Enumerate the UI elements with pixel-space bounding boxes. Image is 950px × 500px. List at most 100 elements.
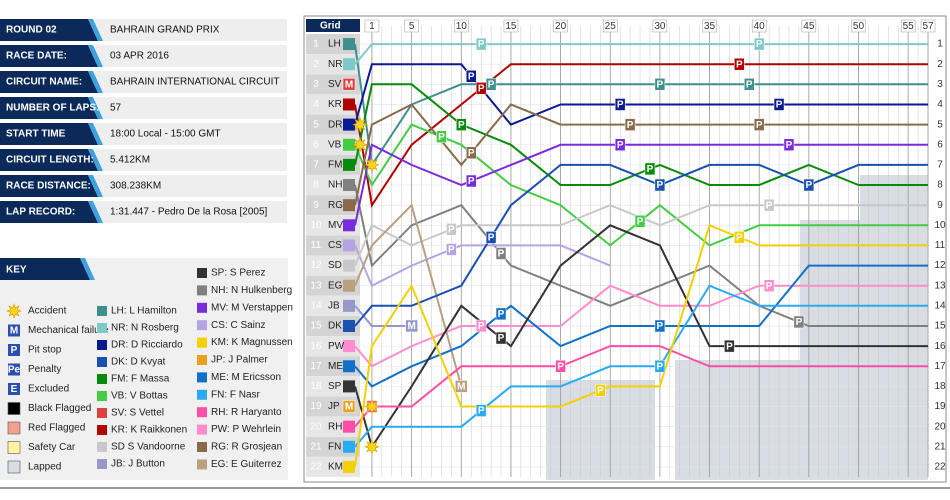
failure-marker-text: M [457, 382, 465, 393]
y-tick-label: 17 [310, 361, 322, 372]
label-box [0, 149, 98, 171]
x-tick-label: 50 [853, 21, 865, 32]
pit-marker-text: P [597, 386, 604, 397]
grid-swatch [343, 380, 355, 393]
y-tick-label: 9 [313, 200, 319, 211]
pit-marker [654, 78, 666, 91]
position-line [354, 305, 412, 327]
key-panel [0, 258, 288, 480]
pit-marker-text: P [756, 39, 763, 50]
y-tick-label-right: 10 [934, 220, 946, 231]
key-swatch [97, 306, 107, 316]
grid-swatch [343, 98, 355, 111]
x-tick-box [702, 19, 717, 33]
grid-swatch [343, 440, 355, 453]
pit-marker-text: P [488, 233, 495, 244]
info-label: LAP RECORD: [6, 207, 75, 218]
pit-marker [654, 178, 666, 192]
driver-code: VB [328, 139, 342, 150]
pit-marker [773, 98, 785, 111]
key-label: Accident [28, 306, 67, 317]
y-tick-label-right: 13 [934, 280, 946, 291]
x-tick-label: 10 [456, 21, 468, 32]
key-icon [8, 383, 20, 395]
pit-marker-text: P [468, 71, 475, 82]
grid-swatch [343, 259, 355, 272]
key-label: Pit stop [28, 345, 62, 356]
pit-marker-text: P [736, 59, 743, 70]
key-swatch [97, 374, 107, 384]
label-box [0, 201, 98, 223]
pit-marker [446, 243, 457, 256]
failure-marker [342, 400, 356, 413]
pit-marker-text: P [776, 100, 783, 111]
y-tick-label: 10 [310, 220, 322, 231]
pit-marker [475, 404, 487, 417]
y-tick-label-right: 6 [937, 139, 943, 150]
driver-code: CS [328, 240, 342, 251]
key-swatch [7, 460, 21, 474]
pit-marker [555, 360, 566, 373]
y-tick-label-right: 5 [937, 119, 943, 130]
pit-marker [753, 118, 765, 131]
y-tick-label: 1 [313, 39, 319, 50]
value-box [95, 123, 287, 145]
key-swatch [7, 421, 21, 435]
accident-marker [364, 157, 380, 173]
key-swatch [97, 425, 107, 435]
key-icon [8, 324, 20, 337]
pit-marker-text: P [498, 333, 505, 344]
x-tick-box [751, 19, 767, 33]
pit-marker [793, 315, 805, 329]
y-tick-label: 8 [313, 180, 319, 191]
y-tick-label: 2 [313, 59, 319, 70]
y-tick-label-right: 2 [937, 59, 943, 70]
pit-marker [465, 146, 477, 160]
key-driver: RG: R Grosjean [211, 442, 282, 453]
grid-swatch [343, 420, 355, 433]
info-value: 03 APR 2016 [110, 51, 169, 62]
y-tick-label-right: 8 [937, 180, 943, 191]
y-tick-label: 3 [313, 79, 319, 90]
pit-marker-text: P [488, 79, 495, 90]
key-driver: PW: P Wehrlein [211, 424, 281, 435]
y-tick-label: 13 [310, 280, 322, 291]
y-tick-label: 21 [310, 441, 322, 452]
grid-swatch [343, 118, 355, 131]
pit-marker [465, 70, 477, 83]
driver-code: DK [328, 321, 342, 332]
label-box [0, 175, 98, 197]
key-swatch [197, 285, 207, 296]
pit-marker [624, 118, 636, 131]
x-tick-label: 1 [369, 21, 375, 32]
grid-swatch [343, 239, 355, 252]
grid-swatch [343, 340, 355, 353]
y-tick-label: 19 [310, 401, 322, 412]
y-tick-label: 15 [310, 321, 322, 332]
pit-marker-text: P [796, 317, 803, 328]
key-swatch [97, 357, 107, 367]
driver-code: MV [328, 220, 343, 231]
driver-code: DR [328, 119, 342, 130]
pit-marker [763, 198, 775, 212]
label-edge [88, 123, 103, 145]
pit-marker-text: P [756, 120, 763, 131]
position-line [354, 264, 928, 388]
pit-marker [475, 37, 487, 51]
key-swatch [97, 391, 107, 401]
x-tick-label: 57 [922, 21, 934, 32]
position-line [354, 284, 928, 368]
position-line [354, 204, 928, 266]
label-box [0, 19, 98, 41]
info-label: START TIME [6, 129, 66, 140]
key-label: Mechanical failure [28, 325, 109, 336]
value-box [95, 97, 287, 119]
key-driver: DR: D Ricciardo [111, 340, 183, 351]
info-value: 1:31.447 - Pedro De la Rosa [2005] [110, 207, 268, 218]
failure-marker-text: M [345, 402, 353, 413]
label-edge [88, 97, 103, 119]
key-swatch [197, 407, 207, 418]
driver-code: PW [328, 341, 345, 352]
pit-marker [495, 307, 507, 321]
y-tick-label-right: 22 [934, 462, 946, 473]
